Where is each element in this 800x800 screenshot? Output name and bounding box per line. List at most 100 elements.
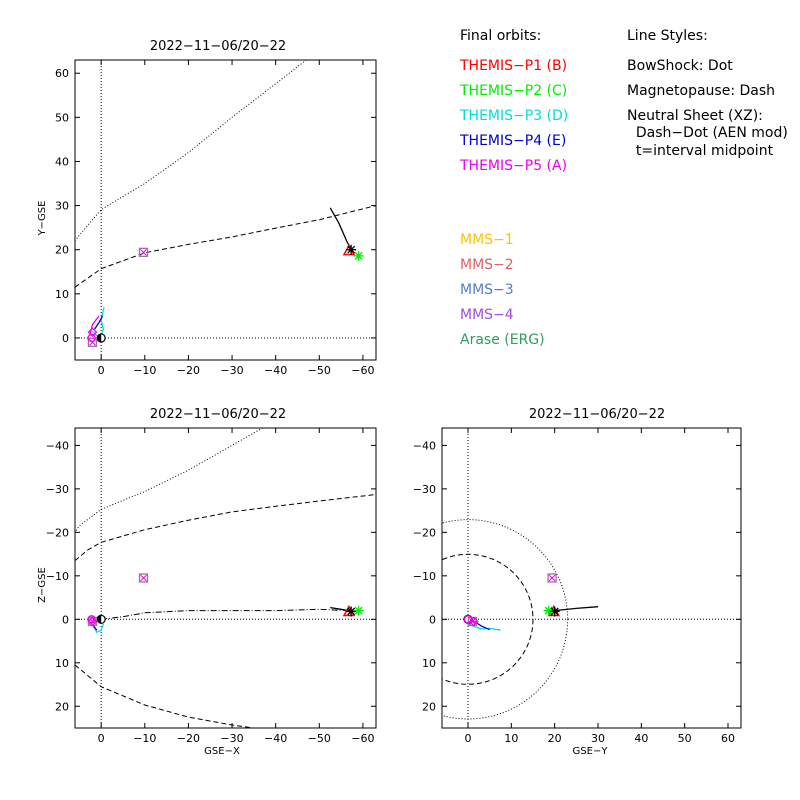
legend-style-neutral-sheet: Neutral Sheet (XZ):: [627, 108, 763, 124]
xy-circle-marker-6: [87, 333, 96, 343]
yz-xlabel: GSE−Y: [573, 746, 609, 757]
yz-star-marker-1: [543, 605, 554, 616]
xz-neutral-sheet-curve: [101, 608, 350, 620]
yz-ytick-label-4: −20: [413, 526, 436, 539]
legend-mms-3: MMS−3: [460, 282, 514, 298]
xy-xtick-label-6: −60: [351, 364, 374, 377]
yz-ytick-label-2: 0: [429, 613, 436, 626]
yz-bow-shock-circle: [442, 519, 569, 720]
legend-themis-p2: THEMIS−P2 (C): [459, 83, 567, 99]
xy-box-marker-4: [87, 337, 98, 348]
legend-style-magnetopause: Magnetopause: Dash: [627, 83, 775, 99]
yz-ytick-label-3: −10: [413, 570, 436, 583]
yz-circle-marker-6: [463, 615, 473, 624]
xz-ytick-label-6: −40: [46, 439, 69, 452]
xy-ytick-label-4: 40: [55, 155, 69, 168]
xz-star-marker-1: [353, 605, 364, 616]
legend-style-bowshock: BowShock: Dot: [627, 58, 733, 74]
xy-ytick-label-1: 10: [55, 288, 69, 301]
xz-axes-frame: [74, 427, 377, 729]
xz-xtick-label-0: 0: [98, 732, 105, 745]
xz-orbit-panel: 0 −10 −20 −30 −40 −50 −60 20 10 0 −10 −20 −30 −40: [46, 427, 377, 745]
yz-ytick-label-5: −30: [413, 483, 436, 496]
xy-orbit-track-1: [94, 315, 104, 330]
xz-ytick-label-5: −30: [46, 483, 69, 496]
yz-ytick-label-0: 20: [422, 700, 436, 713]
xy-magnetopause-curve: [75, 205, 376, 288]
xy-star-marker-1: [353, 250, 364, 261]
xy-xtick-label-3: −30: [220, 364, 243, 377]
yz-xtick-label-5: 50: [678, 732, 692, 745]
yz-xtick-label-6: 60: [721, 732, 735, 745]
legend-style-midpoint: t=interval midpoint: [627, 143, 774, 159]
yz-box-marker-3: [547, 573, 557, 583]
xy-orbit-panel: 0 −10 −20 −30 −40 −50 −60 0 10 20 30 40 50 60: [55, 59, 377, 377]
xz-ytick-label-3: −10: [46, 570, 69, 583]
xz-box-marker-3-cross: [140, 574, 147, 582]
yz-ytick-label-1: 10: [422, 657, 436, 670]
xz-orbit-track-2: [330, 606, 353, 613]
yz-plot-area: [442, 428, 741, 728]
xy-box-marker-3: [138, 247, 149, 258]
xz-xlabel: GSE−X: [204, 746, 240, 757]
xz-ytick-label-1: 10: [55, 657, 69, 670]
yz-axes-frame: [441, 427, 742, 729]
yz-xtick-label-0: 0: [465, 732, 472, 745]
xz-magnetopause-upper-curve: [75, 664, 254, 728]
xy-ytick-label-6: 60: [55, 67, 69, 80]
xz-xtick-label-4: −40: [264, 732, 287, 745]
xz-xtick-label-2: −20: [177, 732, 200, 745]
xy-star-marker-2: [346, 244, 357, 255]
xz-xtick-label-6: −60: [351, 732, 374, 745]
xz-xtick-label-5: −50: [308, 732, 331, 745]
xz-box-marker-3: [138, 573, 149, 583]
xz-orbit-track-1: [92, 625, 98, 631]
yz-panel-title: 2022−11−06/20−22: [529, 407, 665, 422]
xz-circle-marker-6: [87, 615, 96, 624]
xy-xtick-label-1: −10: [133, 364, 156, 377]
xz-star-marker-2: [346, 606, 357, 617]
legend-arase: Arase (ERG): [460, 332, 545, 348]
legend-themis-p3: THEMIS−P3 (D): [459, 108, 568, 124]
yz-xtick-label-1: 10: [504, 732, 518, 745]
legend-orbits-heading: Final orbits:: [460, 28, 541, 44]
xy-axes-frame: [74, 59, 377, 361]
legend-styles-heading: Line Styles:: [627, 28, 708, 44]
yz-box-marker-3-cross: [548, 574, 556, 582]
xy-xtick-label-4: −40: [264, 364, 287, 377]
xy-ytick-label-5: 50: [55, 111, 69, 124]
xy-box-marker-3-cross: [140, 248, 147, 256]
xz-xtick-label-3: −30: [220, 732, 243, 745]
xy-orbit-track-0: [91, 306, 105, 337]
xy-xtick-label-5: −50: [308, 364, 331, 377]
yz-box-marker-4-cross: [468, 618, 476, 625]
xz-ytick-label-0: 20: [55, 700, 69, 713]
yz-xtick-label-2: 20: [548, 732, 562, 745]
legend-mms-1: MMS−1: [460, 232, 514, 248]
xy-ylabel: Y−GSE: [37, 201, 48, 237]
xy-panel-title: 2022−11−06/20−22: [150, 39, 286, 54]
legend-mms-2: MMS−2: [460, 257, 514, 273]
legend-style-dash-dot: Dash−Dot (AEN mod): [627, 125, 788, 141]
legend-themis-p5: THEMIS−P5 (A): [459, 158, 567, 174]
xz-panel-title: 2022−11−06/20−22: [150, 407, 286, 422]
xy-xtick-label-0: 0: [98, 364, 105, 377]
yz-star-marker-2: [549, 606, 560, 617]
xy-bow-shock-curve: [75, 60, 307, 242]
xy-ytick-label-0: 0: [62, 332, 69, 345]
yz-orbit-track-3: [554, 606, 599, 612]
legend-mms-4: MMS−4: [460, 307, 514, 323]
xz-magnetopause-lower-curve: [75, 494, 376, 561]
xz-ytick-label-2: 0: [62, 613, 69, 626]
yz-ytick-label-6: −40: [413, 439, 436, 452]
xy-earth-nightside-icon: [97, 333, 102, 342]
xy-diamond-marker-5: [87, 327, 98, 338]
yz-box-marker-4: [467, 616, 477, 627]
xy-ytick-label-3: 30: [55, 200, 69, 213]
xy-plot-area: [75, 60, 376, 360]
legend-themis-p4: THEMIS−P4 (E): [459, 133, 566, 149]
yz-magnetopause-circle: [442, 553, 534, 685]
yz-xtick-label-3: 30: [591, 732, 605, 745]
yz-orbit-panel: 0 10 20 30 40 50 60 20 10 0 −10 −20 −30 −40: [413, 427, 742, 745]
